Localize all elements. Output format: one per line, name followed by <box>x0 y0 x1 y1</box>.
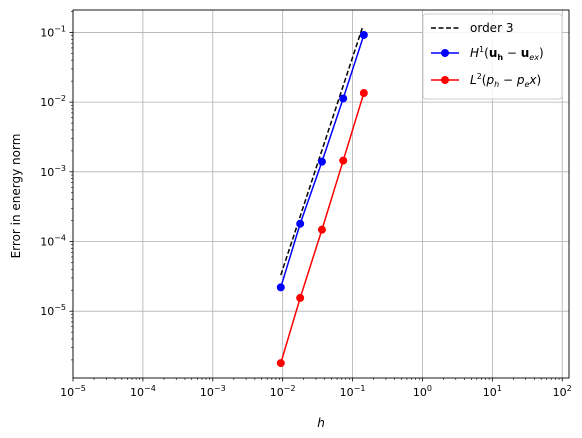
x-axis-label: h <box>317 416 325 430</box>
legend-h1-u1: u <box>489 46 498 60</box>
series-1-point <box>296 219 305 228</box>
x-tick-base: 10 <box>340 386 354 399</box>
series-2-point <box>339 156 348 165</box>
y-tick-exp: −1 <box>54 24 66 33</box>
legend-h1-marker <box>441 49 449 57</box>
x-tick-exp: 0 <box>427 384 432 393</box>
legend-l2-marker <box>441 76 449 84</box>
tick-marks <box>69 11 563 382</box>
legend-h1-open: ( <box>484 46 489 60</box>
series-1-point <box>317 157 326 166</box>
x-tick-base: 10 <box>270 386 284 399</box>
legend-h1-sub2: ex <box>529 53 539 62</box>
y-tick-label: 10−5 <box>40 303 66 318</box>
y-tick-base: 10 <box>40 26 54 39</box>
x-tick-label: 10−4 <box>130 384 156 399</box>
x-tick-label: 10−2 <box>270 384 296 399</box>
x-tick-label: 100 <box>413 384 432 399</box>
legend-order3-label: order 3 <box>470 21 513 35</box>
plot-frame <box>72 9 570 379</box>
x-tick-exp: −4 <box>144 384 156 393</box>
x-tick-base: 10 <box>413 386 427 399</box>
legend-l2-minus: − <box>499 73 517 87</box>
x-tick-exp: −2 <box>284 384 296 393</box>
x-tick-exp: 2 <box>567 384 572 393</box>
legend-l2-p1: p <box>485 73 494 87</box>
x-tick-exp: −3 <box>214 384 226 393</box>
x-tick-base: 10 <box>553 386 567 399</box>
x-tick-label: 10−1 <box>340 384 366 399</box>
legend-h1-base: H <box>470 46 479 60</box>
y-tick-base: 10 <box>40 236 54 249</box>
series-2-point <box>296 293 305 302</box>
legend-h1-sub1: h <box>497 53 503 62</box>
y-tick-exp: −2 <box>54 94 66 103</box>
legend-l2-sup: 2 <box>477 72 482 81</box>
legend-h1-u2: u <box>521 46 530 60</box>
legend-l2-open: ( <box>482 73 487 87</box>
x-tick-label: 102 <box>553 384 572 399</box>
y-tick-label: 10−2 <box>40 94 66 109</box>
legend-l2-label: L2(ph − pex) <box>470 72 541 89</box>
legend-box <box>422 13 563 100</box>
legend: order 3 H1(uh − uex) L2(ph − pex) <box>422 13 563 100</box>
legend-l2-base: L <box>470 73 477 87</box>
legend-h1-sup: 1 <box>479 45 484 54</box>
legend-l2-p2: p <box>516 73 525 87</box>
legend-l2-x: x <box>528 73 537 87</box>
legend-l2-close: ) <box>537 73 542 87</box>
tick-labels: 10−5 10−4 10−3 10−2 10−1 100 101 10210−510−410−… <box>40 24 572 399</box>
x-tick-label: 101 <box>483 384 502 399</box>
y-tick-base: 10 <box>40 96 54 109</box>
x-tick-base: 10 <box>200 386 214 399</box>
legend-h1-label: H1(uh − uex) <box>470 45 544 62</box>
x-tick-base: 10 <box>60 386 74 399</box>
y-tick-exp: −4 <box>54 234 66 243</box>
x-tick-exp: −5 <box>74 384 86 393</box>
y-tick-base: 10 <box>40 166 54 179</box>
series-1-point <box>339 94 348 103</box>
y-tick-label: 10−1 <box>40 24 66 39</box>
x-tick-label: 10−5 <box>60 384 86 399</box>
series-1-point <box>276 283 285 292</box>
series-layer <box>276 26 368 368</box>
y-tick-label: 10−3 <box>40 164 66 179</box>
y-tick-base: 10 <box>40 305 54 318</box>
x-tick-label: 10−3 <box>200 384 226 399</box>
series-line-0 <box>280 26 364 276</box>
legend-l2-sub1: h <box>494 80 499 89</box>
x-tick-base: 10 <box>483 386 497 399</box>
x-tick-exp: 1 <box>497 384 502 393</box>
legend-h1-close: ) <box>539 46 544 60</box>
legend-l2-sub2: e <box>524 80 529 89</box>
y-tick-label: 10−4 <box>40 234 66 249</box>
series-1-point <box>359 30 368 39</box>
series-2-point <box>317 225 326 234</box>
y-tick-exp: −5 <box>54 303 66 312</box>
x-tick-base: 10 <box>130 386 144 399</box>
x-tick-exp: −1 <box>354 384 366 393</box>
legend-h1-minus: − <box>503 46 521 60</box>
y-axis-label: Error in energy norm <box>9 134 23 259</box>
series-2-point <box>276 359 285 368</box>
series-2-point <box>359 89 368 98</box>
y-tick-exp: −3 <box>54 164 66 173</box>
